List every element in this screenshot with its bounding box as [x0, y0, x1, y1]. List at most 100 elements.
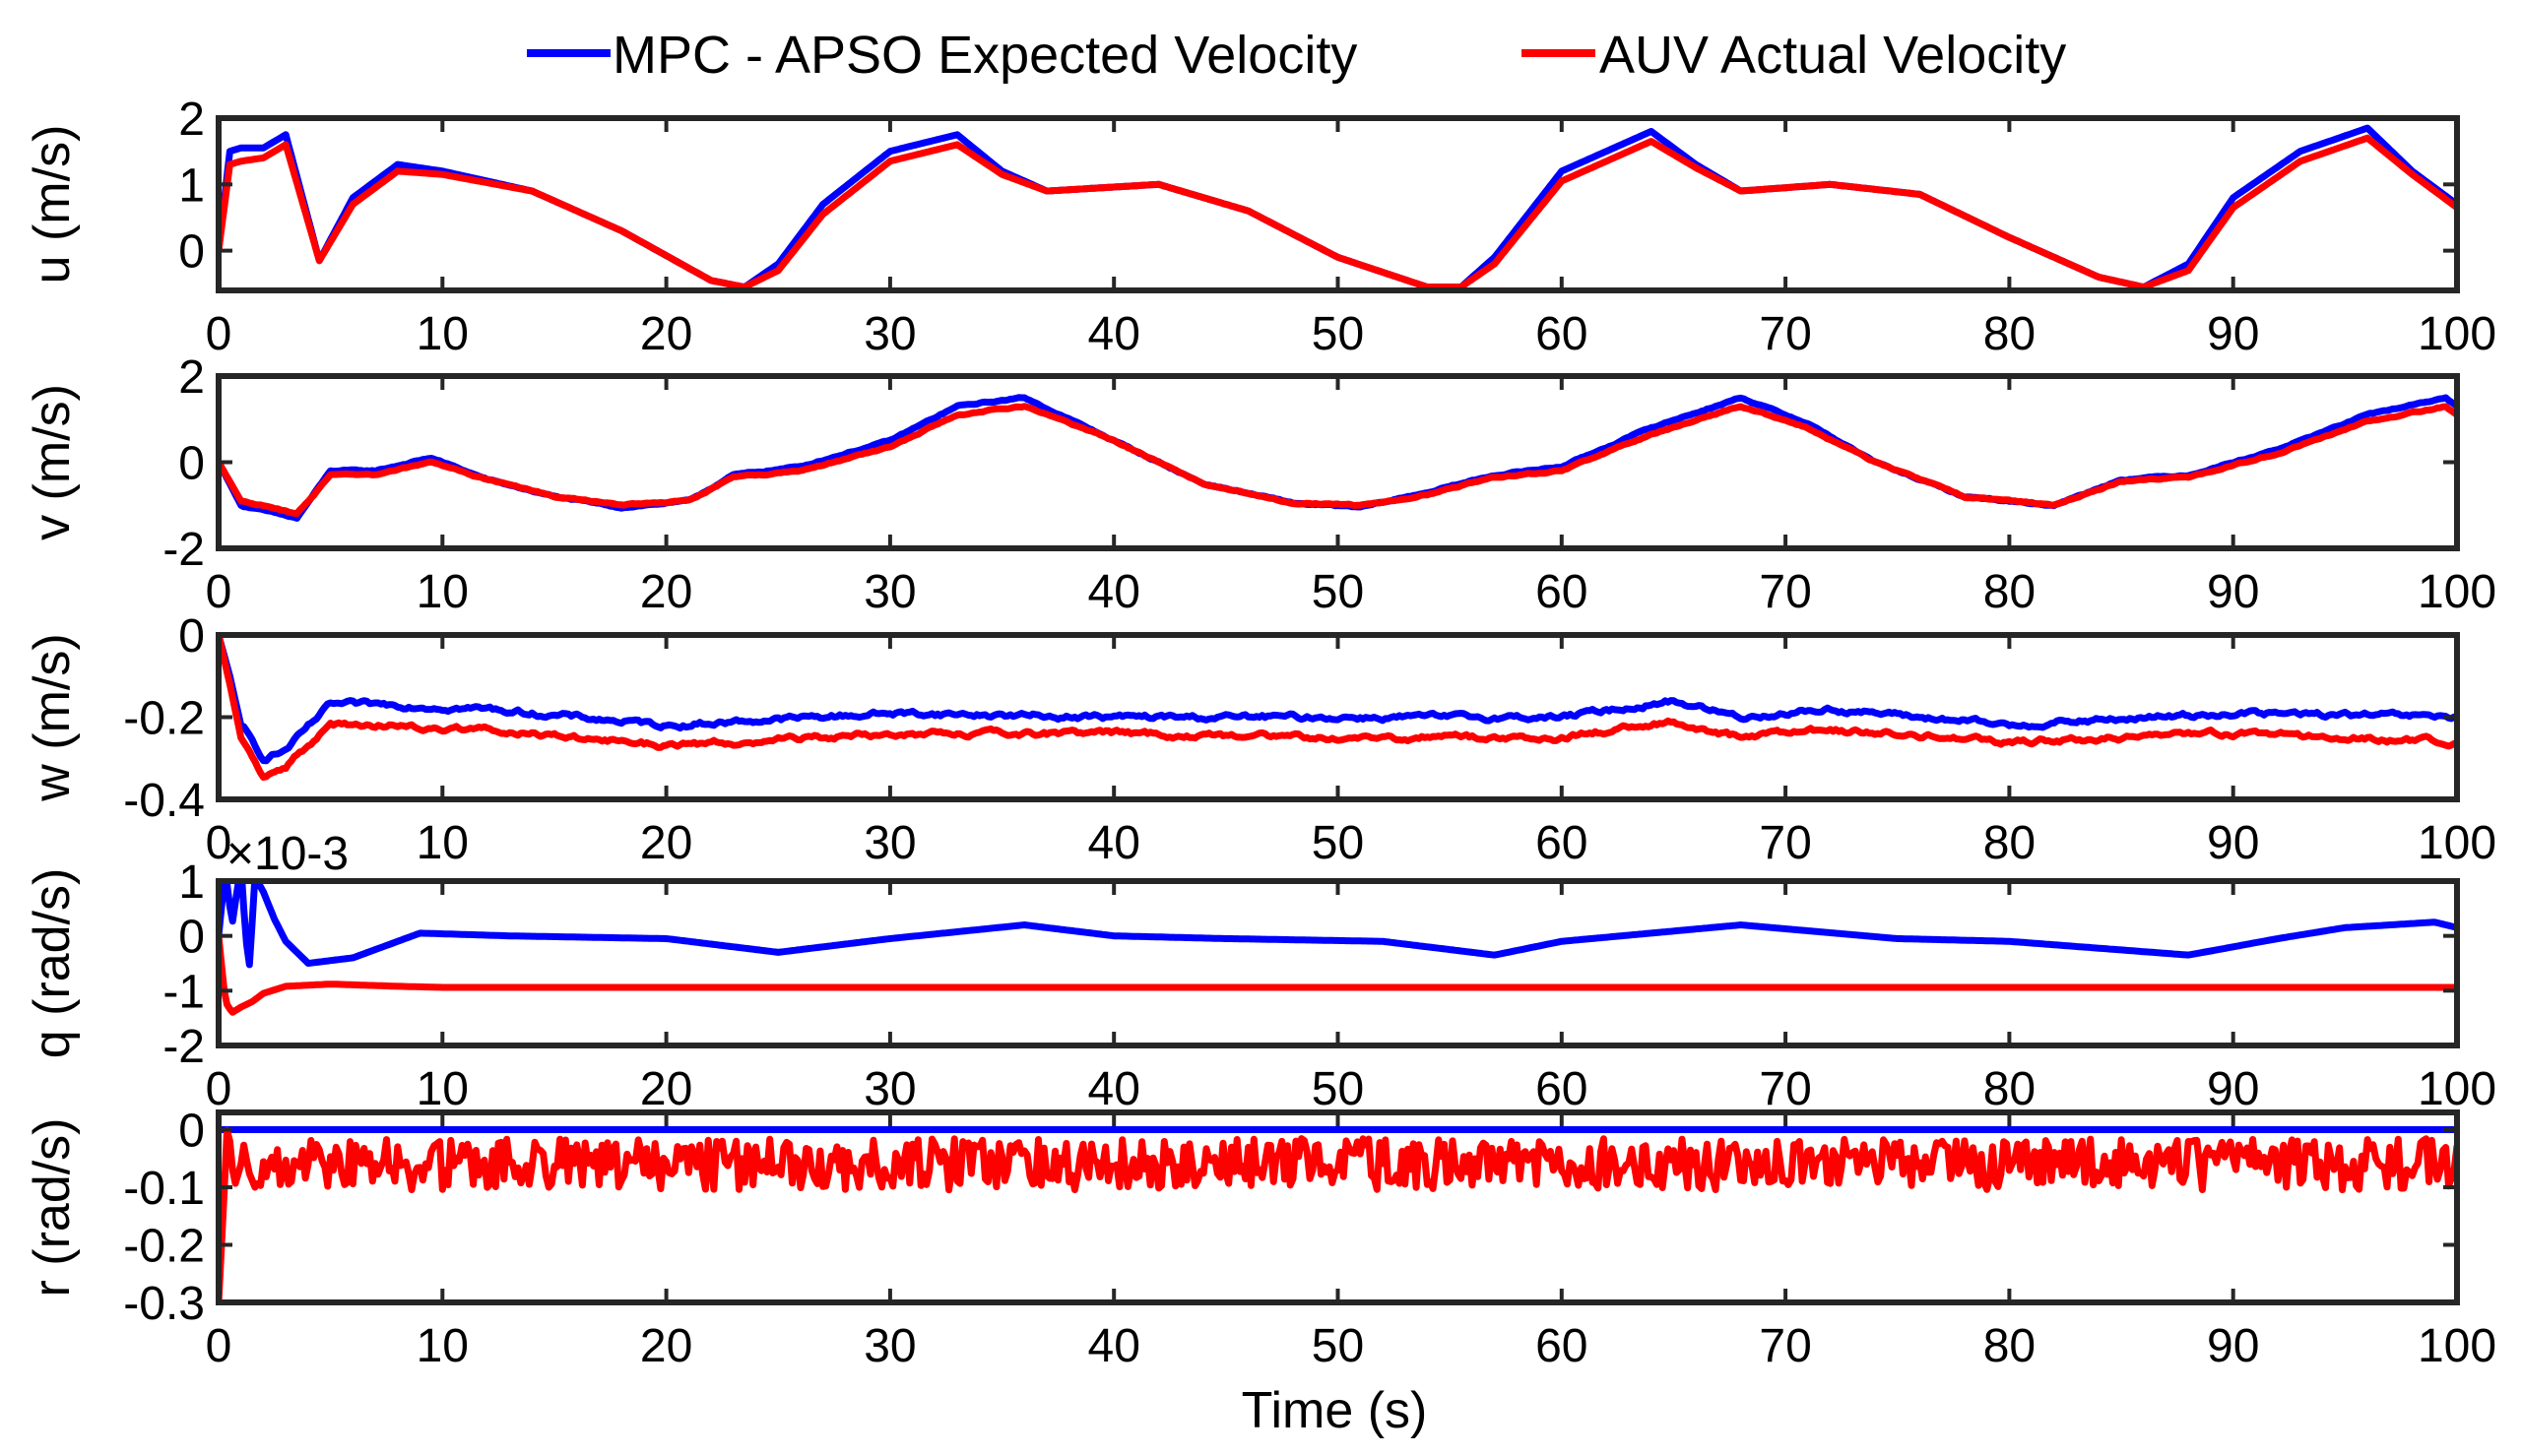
- q-series-actual: [219, 935, 2457, 1016]
- w-y-tick-label: -0.4: [123, 775, 205, 827]
- u-x-tick-label: 50: [1312, 308, 1364, 360]
- r-x-tick-label: 60: [1535, 1320, 1587, 1372]
- v-x-tick-label: 60: [1535, 566, 1587, 618]
- legend: MPC - APSO Expected Velocity AUV Actual …: [527, 26, 2066, 85]
- r-x-tick-label: 40: [1088, 1320, 1140, 1372]
- series-group-r: [219, 1126, 2457, 1302]
- r-x-tick-label: 80: [1983, 1320, 2036, 1372]
- r-series-actual: [219, 1126, 2457, 1302]
- series-group-q: [219, 881, 2457, 1016]
- u-y-tick-label: 1: [178, 159, 205, 212]
- legend-label-expected: MPC - APSO Expected Velocity: [613, 26, 1357, 85]
- r-x-tick-label: 70: [1759, 1320, 1811, 1372]
- v-x-tick-label: 0: [206, 566, 232, 618]
- v-x-tick-label: 50: [1312, 566, 1364, 618]
- r-y-axis-label: r (rad/s): [24, 1118, 81, 1298]
- subplot-u: 0 10 20 30 40 50 60 70 80 90 100 0 1 2 u (m/s): [24, 94, 2496, 360]
- v-x-tick-label: 30: [864, 566, 916, 618]
- w-x-tick-label: 80: [1983, 817, 2036, 869]
- w-x-tick-label: 70: [1759, 817, 1811, 869]
- r-y-tick-label: -0.3: [123, 1278, 205, 1330]
- v-y-axis-label: v (m/s): [24, 384, 81, 540]
- w-x-tick-label: 0: [206, 817, 232, 869]
- q-x-tick-label: 60: [1535, 1063, 1587, 1115]
- w-x-tick-label: 30: [864, 817, 916, 869]
- u-x-tick-label: 40: [1088, 308, 1140, 360]
- v-y-tick-label: 0: [178, 438, 205, 490]
- series-group-w: [219, 635, 2457, 781]
- q-x-tick-label: 20: [640, 1063, 692, 1115]
- q-y-axis-label: q (rad/s): [24, 868, 81, 1059]
- w-series-actual: [219, 635, 2457, 781]
- subplot-w: 0 10 20 30 40 50 60 70 80 90 100 -0.4 -0.2 0 w (m/s): [24, 610, 2496, 869]
- q-x-tick-label: 90: [2207, 1063, 2259, 1115]
- q-x-tick-label: 100: [2418, 1063, 2496, 1115]
- r-y-tick-label: -0.1: [123, 1163, 205, 1215]
- r-x-tick-label: 0: [206, 1320, 232, 1372]
- v-axes-box: [216, 373, 2460, 551]
- w-x-tick-label: 60: [1535, 817, 1587, 869]
- v-x-tick-label: 10: [417, 566, 469, 618]
- r-x-tick-label: 20: [640, 1320, 692, 1372]
- u-y-tick-label: 0: [178, 226, 205, 279]
- u-x-tick-label: 20: [640, 308, 692, 360]
- v-x-tick-label: 40: [1088, 566, 1140, 618]
- q-series-expected: [219, 881, 2457, 969]
- x-axis-label: Time (s): [1242, 1382, 1428, 1439]
- u-series-actual: [219, 134, 2457, 290]
- u-x-tick-label: 70: [1759, 308, 1811, 360]
- v-x-tick-label: 100: [2418, 566, 2496, 618]
- r-x-tick-label: 10: [417, 1320, 469, 1372]
- v-series-actual: [219, 403, 2457, 518]
- q-x-tick-label: 30: [864, 1063, 916, 1115]
- q-x-tick-label: 80: [1983, 1063, 2036, 1115]
- u-series-expected: [219, 124, 2457, 290]
- w-y-tick-label: -0.2: [123, 693, 205, 745]
- u-x-tick-label: 80: [1983, 308, 2036, 360]
- v-x-tick-label: 70: [1759, 566, 1811, 618]
- u-x-tick-label: 100: [2418, 308, 2496, 360]
- r-x-tick-label: 30: [864, 1320, 916, 1372]
- legend-label-actual: AUV Actual Velocity: [1599, 26, 2066, 85]
- q-exponent-label: ×10-3: [226, 828, 349, 880]
- u-x-tick-label: 90: [2207, 308, 2259, 360]
- v-x-tick-label: 90: [2207, 566, 2259, 618]
- q-y-tick-label: -1: [162, 966, 205, 1018]
- q-x-tick-label: 70: [1759, 1063, 1811, 1115]
- u-x-tick-label: 0: [206, 308, 232, 360]
- v-y-tick-label: -2: [162, 524, 205, 576]
- series-group-v: [219, 394, 2457, 522]
- q-y-tick-label: 0: [178, 912, 205, 964]
- w-x-tick-label: 40: [1088, 817, 1140, 869]
- w-y-tick-label: 0: [178, 610, 205, 663]
- u-y-axis-label: u (m/s): [24, 125, 81, 285]
- r-x-tick-label: 90: [2207, 1320, 2259, 1372]
- r-x-tick-label: 100: [2418, 1320, 2496, 1372]
- w-y-axis-label: w (m/s): [24, 633, 81, 801]
- w-x-tick-label: 50: [1312, 817, 1364, 869]
- q-x-tick-label: 50: [1312, 1063, 1364, 1115]
- v-x-tick-label: 80: [1983, 566, 2036, 618]
- v-y-tick-label: 2: [178, 351, 205, 404]
- q-axes-box: [216, 878, 2460, 1048]
- q-y-tick-label: -2: [162, 1021, 205, 1073]
- r-y-tick-label: 0: [178, 1106, 205, 1158]
- u-x-tick-label: 60: [1535, 308, 1587, 360]
- subplot-r: 0 10 20 30 40 50 60 70 80 90 100-0.3-0.2-0.10r (ra…: [24, 1106, 2496, 1372]
- q-x-tick-label: 10: [417, 1063, 469, 1115]
- u-y-tick-label: 2: [178, 94, 205, 146]
- w-x-tick-label: 90: [2207, 817, 2259, 869]
- series-group-u: [219, 124, 2457, 290]
- u-x-tick-label: 30: [864, 308, 916, 360]
- w-x-tick-label: 100: [2418, 817, 2496, 869]
- w-x-tick-label: 20: [640, 817, 692, 869]
- v-x-tick-label: 20: [640, 566, 692, 618]
- u-x-tick-label: 10: [417, 308, 469, 360]
- w-series-expected: [219, 635, 2457, 765]
- q-x-tick-label: 40: [1088, 1063, 1140, 1115]
- w-x-tick-label: 10: [417, 817, 469, 869]
